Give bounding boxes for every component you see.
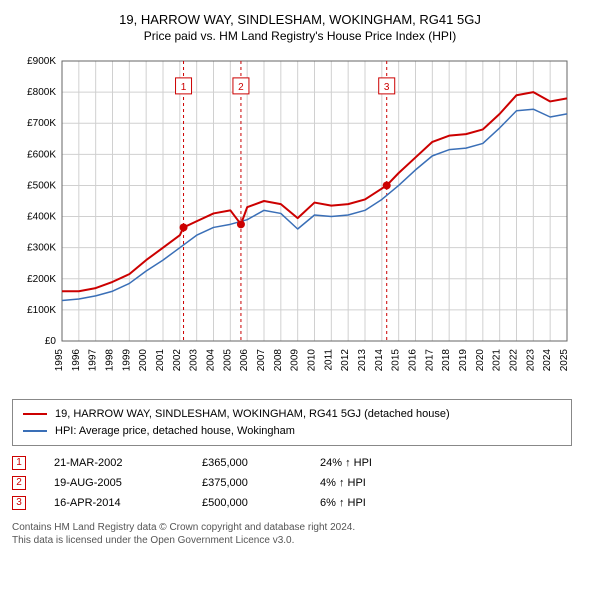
- sale-pct: 6% ↑ HPI: [320, 497, 420, 509]
- svg-text:2012: 2012: [340, 349, 351, 372]
- legend-label: HPI: Average price, detached house, Woki…: [55, 423, 295, 440]
- svg-text:2022: 2022: [509, 349, 520, 372]
- svg-text:£700K: £700K: [27, 118, 56, 129]
- svg-text:£400K: £400K: [27, 212, 56, 223]
- svg-text:2018: 2018: [441, 349, 452, 372]
- sale-marker-box: 1: [12, 456, 26, 470]
- sales-row: 2 19-AUG-2005 £375,000 4% ↑ HPI: [12, 476, 588, 490]
- svg-text:2014: 2014: [374, 349, 385, 372]
- svg-text:2025: 2025: [559, 349, 570, 372]
- svg-text:2008: 2008: [273, 349, 284, 372]
- svg-text:£800K: £800K: [27, 87, 56, 98]
- svg-text:£500K: £500K: [27, 180, 56, 191]
- legend-swatch: [23, 430, 47, 432]
- chart-subtitle: Price paid vs. HM Land Registry's House …: [12, 29, 588, 43]
- svg-text:£900K: £900K: [27, 56, 56, 67]
- svg-text:£200K: £200K: [27, 274, 56, 285]
- svg-text:£300K: £300K: [27, 243, 56, 254]
- sale-date: 19-AUG-2005: [54, 477, 174, 489]
- svg-text:2003: 2003: [189, 349, 200, 372]
- svg-text:3: 3: [384, 82, 390, 93]
- svg-text:2016: 2016: [408, 349, 419, 372]
- sale-price: £500,000: [202, 497, 292, 509]
- svg-text:2019: 2019: [458, 349, 469, 372]
- svg-text:2010: 2010: [307, 349, 318, 372]
- svg-text:2023: 2023: [525, 349, 536, 372]
- svg-text:£100K: £100K: [27, 305, 56, 316]
- title-block: 19, HARROW WAY, SINDLESHAM, WOKINGHAM, R…: [12, 12, 588, 43]
- svg-text:2005: 2005: [222, 349, 233, 372]
- line-chart: £0 £100K £200K £300K £400K £500K £600K £700K £80…: [12, 51, 572, 391]
- sale-pct: 24% ↑ HPI: [320, 457, 420, 469]
- legend: 19, HARROW WAY, SINDLESHAM, WOKINGHAM, R…: [12, 399, 572, 446]
- sales-table: 1 21-MAR-2002 £365,000 24% ↑ HPI 2 19-AUG-200…: [12, 456, 588, 510]
- svg-text:2021: 2021: [492, 349, 503, 372]
- svg-text:2: 2: [238, 82, 244, 93]
- chart-title: 19, HARROW WAY, SINDLESHAM, WOKINGHAM, R…: [12, 12, 588, 27]
- svg-text:2006: 2006: [239, 349, 250, 372]
- svg-text:1: 1: [181, 82, 187, 93]
- footer-line: This data is licensed under the Open Gov…: [12, 534, 588, 547]
- chart-container: £0 £100K £200K £300K £400K £500K £600K £700K £80…: [12, 51, 588, 391]
- svg-text:2007: 2007: [256, 349, 267, 372]
- svg-text:1995: 1995: [54, 349, 65, 372]
- svg-text:1998: 1998: [105, 349, 116, 372]
- svg-text:2020: 2020: [475, 349, 486, 372]
- sale-marker-box: 2: [12, 476, 26, 490]
- sales-row: 3 16-APR-2014 £500,000 6% ↑ HPI: [12, 496, 588, 510]
- legend-item: HPI: Average price, detached house, Woki…: [23, 423, 561, 440]
- svg-text:£0: £0: [45, 336, 57, 347]
- svg-text:2013: 2013: [357, 349, 368, 372]
- svg-text:2002: 2002: [172, 349, 183, 372]
- svg-text:£600K: £600K: [27, 149, 56, 160]
- svg-text:1996: 1996: [71, 349, 82, 372]
- sale-marker-box: 3: [12, 496, 26, 510]
- svg-text:2024: 2024: [542, 349, 553, 372]
- sale-pct: 4% ↑ HPI: [320, 477, 420, 489]
- sale-date: 16-APR-2014: [54, 497, 174, 509]
- sale-price: £375,000: [202, 477, 292, 489]
- svg-text:2009: 2009: [290, 349, 301, 372]
- svg-text:2000: 2000: [138, 349, 149, 372]
- svg-text:1997: 1997: [88, 349, 99, 372]
- sale-date: 21-MAR-2002: [54, 457, 174, 469]
- legend-swatch: [23, 413, 47, 415]
- svg-text:2004: 2004: [206, 349, 217, 372]
- sales-row: 1 21-MAR-2002 £365,000 24% ↑ HPI: [12, 456, 588, 470]
- svg-text:2011: 2011: [323, 349, 334, 371]
- svg-text:2017: 2017: [424, 349, 435, 372]
- legend-item: 19, HARROW WAY, SINDLESHAM, WOKINGHAM, R…: [23, 406, 561, 423]
- legend-label: 19, HARROW WAY, SINDLESHAM, WOKINGHAM, R…: [55, 406, 450, 423]
- footer-line: Contains HM Land Registry data © Crown c…: [12, 521, 588, 534]
- attribution: Contains HM Land Registry data © Crown c…: [12, 520, 588, 547]
- svg-text:1999: 1999: [121, 349, 132, 372]
- svg-text:2015: 2015: [391, 349, 402, 372]
- sale-price: £365,000: [202, 457, 292, 469]
- svg-text:2001: 2001: [155, 349, 166, 372]
